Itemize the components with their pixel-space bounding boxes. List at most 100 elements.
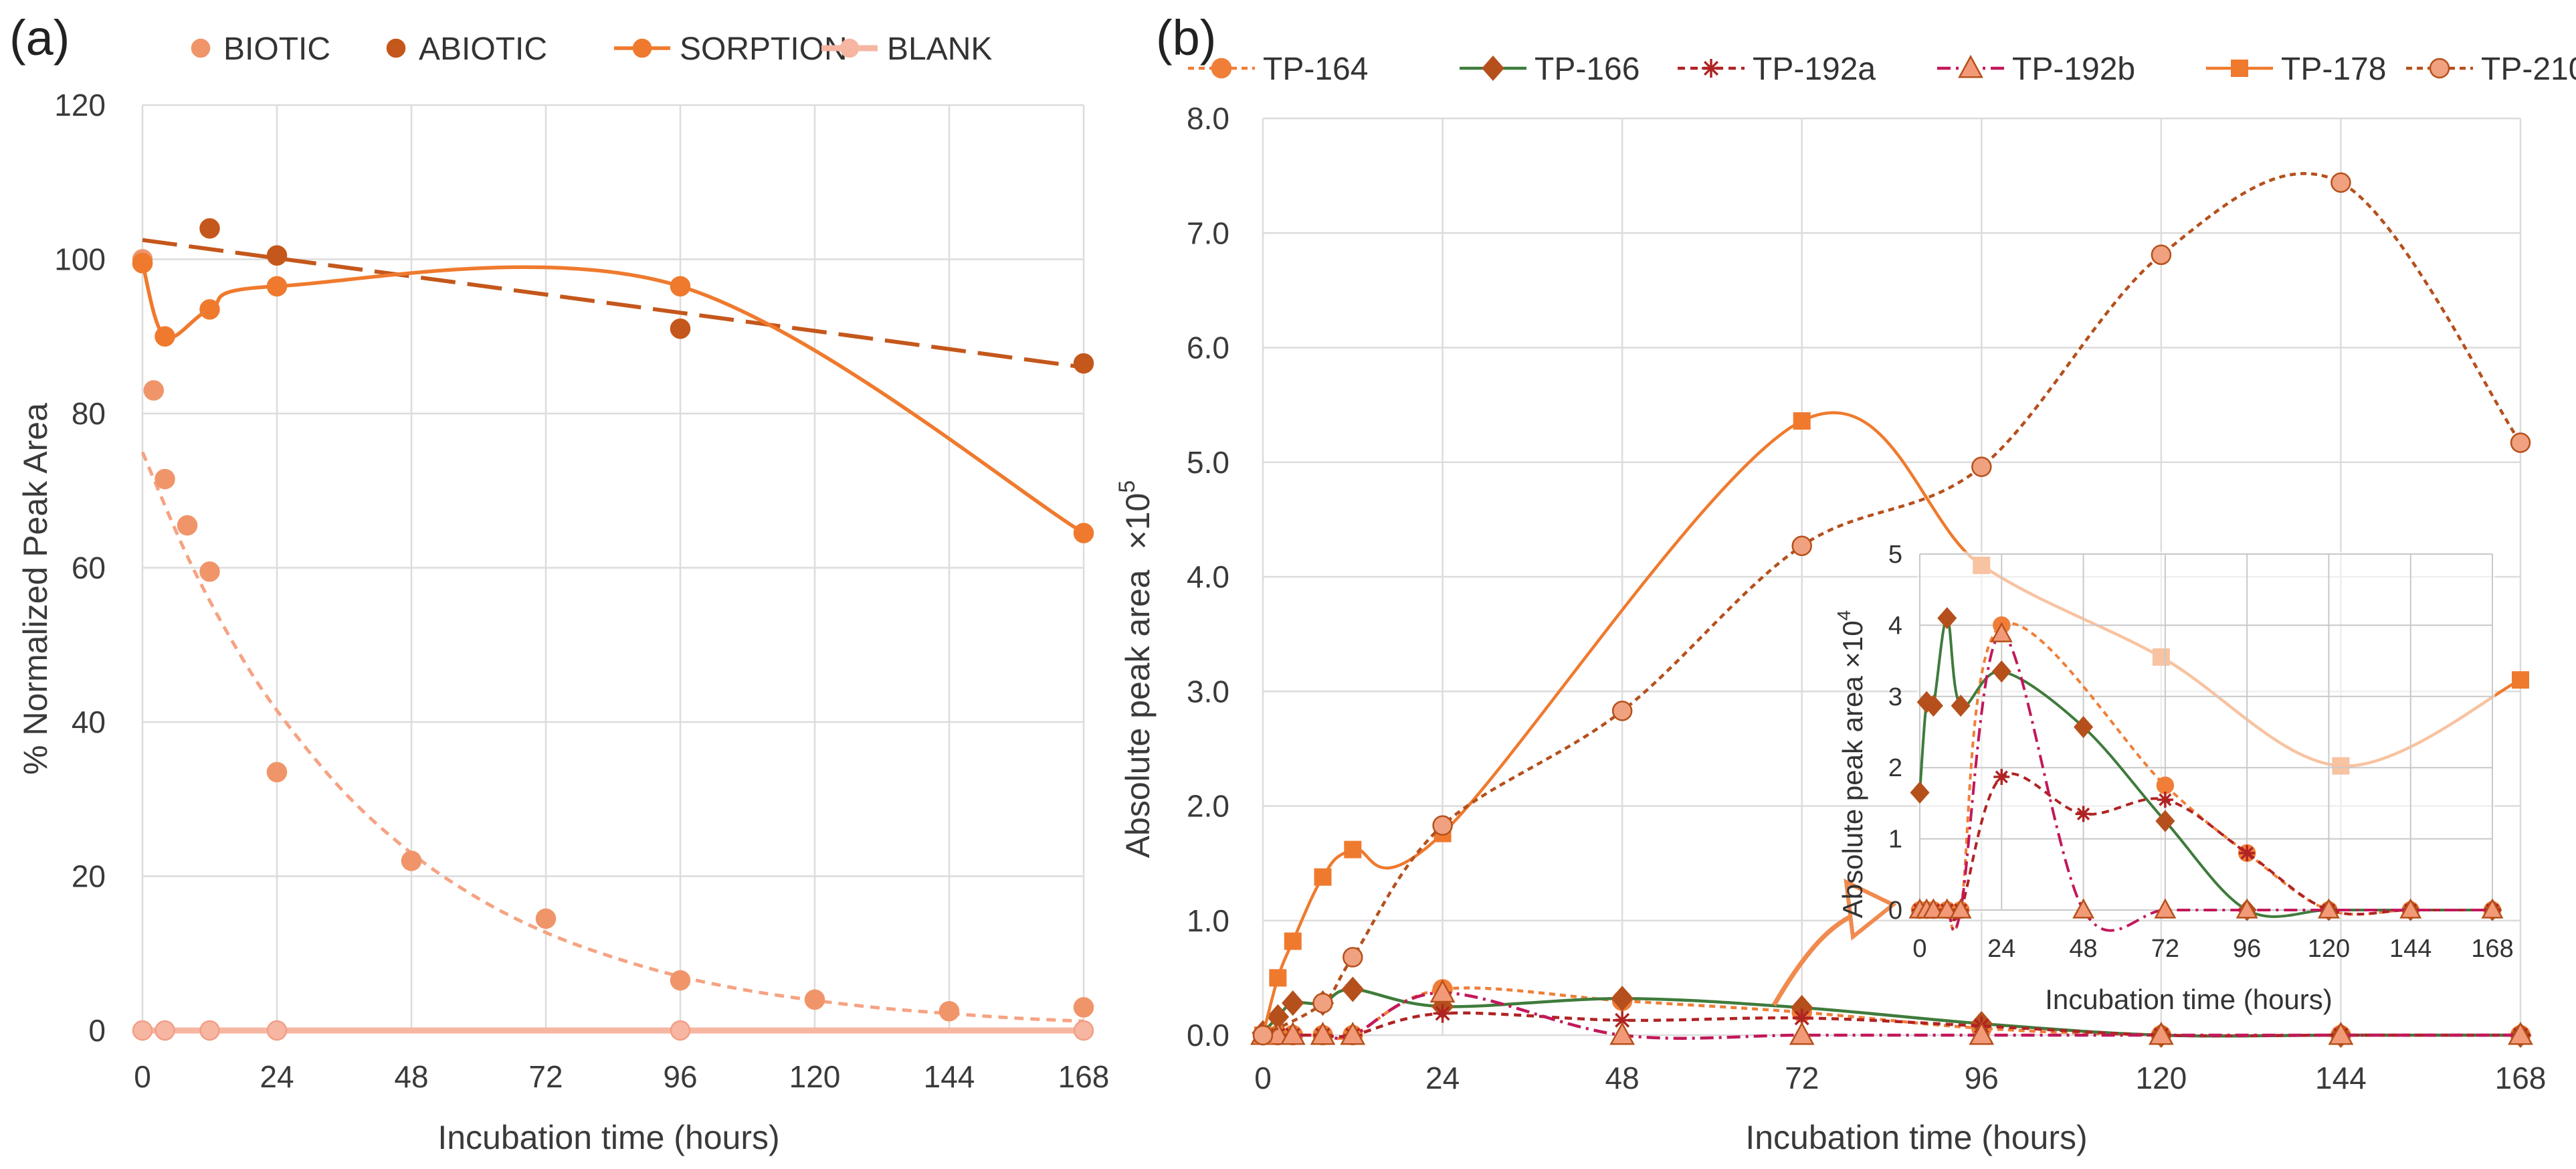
- data-point-tp-192b: [1280, 1021, 1306, 1045]
- data-point-tp-192b: [2328, 1021, 2354, 1045]
- panel-b-y-tick-label: 6.0: [1187, 331, 1229, 365]
- data-point-biotic: [155, 468, 175, 490]
- panel-a: (a) BIOTIC ABIOTIC SORPTION BLANK 0 20 40 60 80…: [9, 10, 1109, 1156]
- panel-a-grid: [141, 104, 1085, 1032]
- data-point-tp-166: [1611, 986, 1633, 1012]
- panel-a-y-tick-label: 80: [72, 396, 106, 431]
- data-point-tp-178: [1284, 932, 1302, 950]
- data-point-tp-210: [1791, 535, 1812, 557]
- panel-b-x-tick-label: 144: [2315, 1061, 2367, 1095]
- inset-data-point-tp-166: [1937, 607, 1957, 630]
- inset-y-tick-label: 0: [1888, 897, 1902, 925]
- data-point-abiotic: [670, 318, 691, 339]
- inset-x-axis-label: Incubation time (hours): [2045, 984, 2333, 1015]
- inset-data-point-tp-166: [1991, 660, 2011, 683]
- line-tp-210: [1262, 172, 2522, 1037]
- callout-arrow-head: [1844, 878, 1897, 941]
- inset-x-tick-label: 24: [1987, 935, 2015, 963]
- inset-background: [1917, 551, 2495, 913]
- inset-line-tp-164: [1920, 622, 2492, 933]
- inset-y-tick-label: 1: [1888, 826, 1902, 854]
- inset-x-tick-label: 144: [2389, 935, 2432, 963]
- data-point-tp-178: [1793, 412, 1811, 430]
- legend-marker: [2429, 58, 2450, 79]
- data-point-tp-192a: [1792, 1008, 1811, 1028]
- panel-b-y-tick-label: 7.0: [1187, 215, 1229, 250]
- inset-data-point-tp-166: [1951, 695, 1971, 717]
- panel-b-y-tick-label: 2.0: [1187, 789, 1229, 824]
- data-point-blank: [1073, 1020, 1094, 1041]
- panel-b-x-tick-label: 72: [1785, 1061, 1819, 1095]
- panel-b-y-tick-label: 1.0: [1187, 903, 1229, 938]
- panel-b-y-tick-label: 5.0: [1187, 445, 1229, 480]
- inset-data-point-tp-192b: [1936, 898, 1959, 919]
- legend-item-tp-166: TP-166: [1460, 52, 1640, 87]
- panel-a-legend: BIOTIC ABIOTIC SORPTION BLANK: [191, 31, 992, 67]
- trendline-abiotic: [142, 238, 1084, 369]
- legend-marker: [191, 38, 211, 58]
- data-point-blank: [266, 1020, 288, 1041]
- inset-y-tick-label: 3: [1888, 683, 1902, 711]
- data-point-biotic: [143, 380, 164, 401]
- legend-item-tp-164: TP-164: [1188, 52, 1368, 87]
- legend-item-blank: BLANK: [821, 31, 992, 67]
- inset-y-axis-label: Absolute peak area ×104: [1834, 610, 1868, 918]
- inset-data-point-tp-192b: [1990, 622, 2013, 642]
- panel-a-y-tick-label: 40: [72, 705, 106, 739]
- legend-marker: [1702, 59, 1720, 78]
- panel-a-y-tick-label: 60: [72, 551, 106, 586]
- data-point-tp-210: [1971, 456, 1992, 477]
- data-point-tp-166: [1341, 976, 1365, 1002]
- series-biotic: [132, 249, 1094, 1023]
- data-point-sorption: [266, 276, 288, 297]
- data-point-tp-192b: [1969, 1021, 1995, 1045]
- inset-x-tick-label: 120: [2308, 935, 2350, 963]
- panel-a-x-tick-label: 0: [134, 1059, 151, 1094]
- legend-item-abiotic: ABIOTIC: [386, 31, 547, 67]
- panel-b-x-tick-label: 0: [1254, 1061, 1272, 1095]
- inset-data-point-tp-166: [2074, 716, 2094, 739]
- data-point-tp-192b: [1789, 1021, 1815, 1045]
- inset-data-point-tp-192a: [1993, 769, 2010, 786]
- inset-data-point-tp-192b: [2317, 898, 2340, 919]
- series-blank: [132, 1020, 1094, 1041]
- inset-y-axis-label-text: Absolute peak area ×10: [1837, 620, 1868, 918]
- panel-a-y-tick-label: 100: [54, 242, 106, 277]
- data-point-tp-192a: [1613, 1010, 1632, 1030]
- data-point-tp-210: [2151, 244, 2172, 266]
- panel-a-x-tick-label: 168: [1058, 1059, 1110, 1094]
- inset-x-tick-label: 96: [2233, 935, 2261, 963]
- panel-b-y-tick-label: 8.0: [1187, 101, 1229, 136]
- data-point-sorption: [155, 326, 175, 347]
- panel-a-x-tick-label: 144: [924, 1059, 975, 1094]
- inset-y-axis-label-exponent: 4: [1834, 610, 1854, 621]
- data-point-tp-192b: [2148, 1021, 2174, 1045]
- legend-item-tp-192a: TP-192a: [1678, 52, 1876, 87]
- panel-a-y-axis-label: % Normalized Peak Area: [17, 403, 54, 775]
- panel-b-x-tick-label: 48: [1605, 1061, 1640, 1095]
- legend-label: ABIOTIC: [419, 31, 547, 67]
- data-point-tp-210: [2510, 432, 2531, 453]
- panel-b-y-axis-unit: ×10: [1119, 493, 1157, 550]
- data-point-tp-192b: [2508, 1021, 2533, 1045]
- inset-data-point-tp-192a: [2157, 792, 2173, 808]
- data-point-tp-192b: [1340, 1021, 1366, 1045]
- inset-line-tp-192b: [1920, 632, 2492, 932]
- panel-a-y-tick-label: 0: [88, 1013, 106, 1048]
- data-point-abiotic: [1073, 353, 1094, 374]
- series-sorption: [132, 253, 1094, 543]
- legend-marker: [1958, 54, 1983, 78]
- panel-a-x-tick-label: 48: [394, 1059, 428, 1094]
- inset-data-point-tp-192a: [2075, 806, 2092, 822]
- legend-label: TP-192a: [1753, 52, 1876, 87]
- panel-b-tick-labels: 0.01.02.03.04.05.06.07.08.00 24 48 72 96 120 1…: [1187, 101, 2546, 1095]
- panel-b-x-axis-label: Incubation time (hours): [1745, 1119, 2087, 1156]
- data-point-biotic: [266, 761, 288, 783]
- legend-item-tp-178: TP-178: [2206, 52, 2386, 87]
- inset-data-point-tp-166: [1923, 695, 1943, 717]
- data-point-biotic: [670, 970, 691, 991]
- panel-b-x-tick-label: 96: [1965, 1061, 1999, 1095]
- panel-b-series: [1250, 172, 2533, 1049]
- legend-marker: [632, 38, 652, 58]
